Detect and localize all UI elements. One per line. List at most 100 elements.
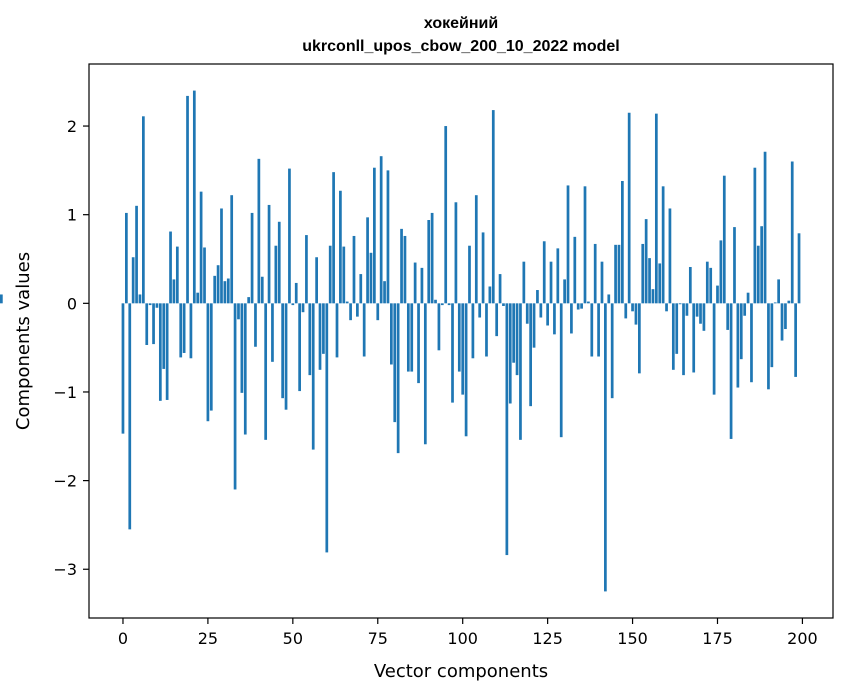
bar-8	[148, 303, 152, 306]
bar-32	[230, 195, 234, 304]
bar-155	[648, 258, 651, 304]
bar-122	[536, 290, 539, 304]
bar-164	[678, 303, 682, 305]
bar-193	[777, 279, 780, 304]
bar-150	[631, 303, 634, 312]
bar-124	[542, 241, 546, 304]
bar-125	[546, 303, 549, 326]
bar-170	[699, 303, 702, 324]
bar-156	[651, 289, 655, 304]
bar-157	[654, 113, 658, 304]
bar-65	[342, 246, 346, 304]
bar-113	[505, 303, 509, 556]
bar-147	[621, 181, 624, 304]
bar-80	[393, 303, 397, 423]
bar-102	[468, 245, 471, 304]
bar-171	[702, 303, 706, 331]
bar-134	[576, 303, 580, 310]
bar-167	[688, 266, 692, 304]
bar-76	[379, 156, 383, 304]
bar-132	[570, 303, 573, 334]
bar-89	[423, 303, 427, 445]
chart-subtitle: ukrconll_upos_cbow_200_10_2022 model	[302, 38, 619, 55]
bar-87	[417, 303, 420, 384]
bar-54	[305, 235, 308, 304]
bar-184	[746, 292, 750, 304]
bar-114	[508, 303, 512, 404]
bar-163	[675, 303, 679, 354]
bar-88	[420, 267, 424, 304]
bar-190	[767, 303, 770, 390]
bar-52	[298, 303, 301, 392]
bar-64	[339, 190, 342, 304]
bar-11	[158, 303, 162, 401]
bar-160	[665, 303, 668, 312]
bar-143	[607, 294, 611, 304]
bar-10	[155, 303, 159, 308]
bar-104	[474, 195, 478, 304]
x-tick-label: 0	[118, 629, 128, 648]
bar-127	[553, 303, 556, 335]
bar-179	[729, 303, 733, 439]
bar-115	[512, 303, 516, 363]
bar-137	[587, 301, 590, 304]
bar-51	[294, 282, 298, 304]
x-axis-label: Vector components	[374, 661, 548, 682]
bar-174	[712, 303, 716, 395]
bar-0	[121, 303, 125, 434]
bar-70	[359, 274, 363, 304]
bar-181	[736, 303, 740, 388]
bar-166	[685, 303, 689, 316]
bar-97	[451, 303, 454, 403]
bar-9	[152, 303, 155, 345]
bar-187	[756, 245, 760, 304]
bar-undefined	[0, 294, 3, 304]
bar-45	[274, 245, 278, 304]
bar-29	[220, 208, 223, 304]
bar-182	[739, 303, 743, 360]
bar-196	[787, 300, 791, 304]
bar-37	[247, 297, 251, 304]
bar-91	[430, 212, 434, 304]
bar-40	[257, 158, 261, 304]
bar-71	[362, 303, 366, 357]
bar-129	[559, 303, 563, 438]
bar-96	[447, 303, 451, 306]
bar-46	[277, 221, 281, 304]
bar-21	[192, 90, 196, 304]
bar-159	[661, 186, 665, 304]
bar-146	[617, 244, 621, 304]
bar-177	[722, 175, 726, 304]
bar-161	[668, 208, 672, 304]
bar-44	[271, 303, 274, 362]
bar-90	[427, 220, 431, 304]
bar-110	[495, 303, 499, 337]
bar-121	[532, 303, 536, 348]
bar-165	[682, 303, 685, 376]
bar-109	[491, 110, 495, 304]
bar-111	[498, 274, 502, 304]
bar-31	[226, 278, 230, 304]
bar-189	[763, 151, 767, 304]
bar-56	[311, 303, 315, 450]
bar-173	[709, 267, 713, 304]
bar-18	[182, 303, 186, 353]
bar-62	[332, 172, 335, 304]
x-tick-label: 100	[447, 629, 478, 648]
bar-75	[376, 303, 380, 321]
bar-48	[284, 303, 288, 410]
y-axis-label: Components values	[13, 252, 34, 430]
bar-103	[471, 303, 475, 359]
bar-3	[131, 257, 135, 304]
bar-86	[413, 262, 417, 304]
bar-183	[743, 303, 747, 316]
bar-199	[797, 233, 801, 304]
x-tick-label: 75	[368, 629, 388, 648]
bar-43	[267, 204, 271, 304]
bar-141	[600, 261, 604, 304]
bar-25	[206, 303, 210, 422]
bar-36	[243, 303, 247, 435]
bar-119	[525, 303, 529, 324]
bar-26	[209, 303, 213, 411]
